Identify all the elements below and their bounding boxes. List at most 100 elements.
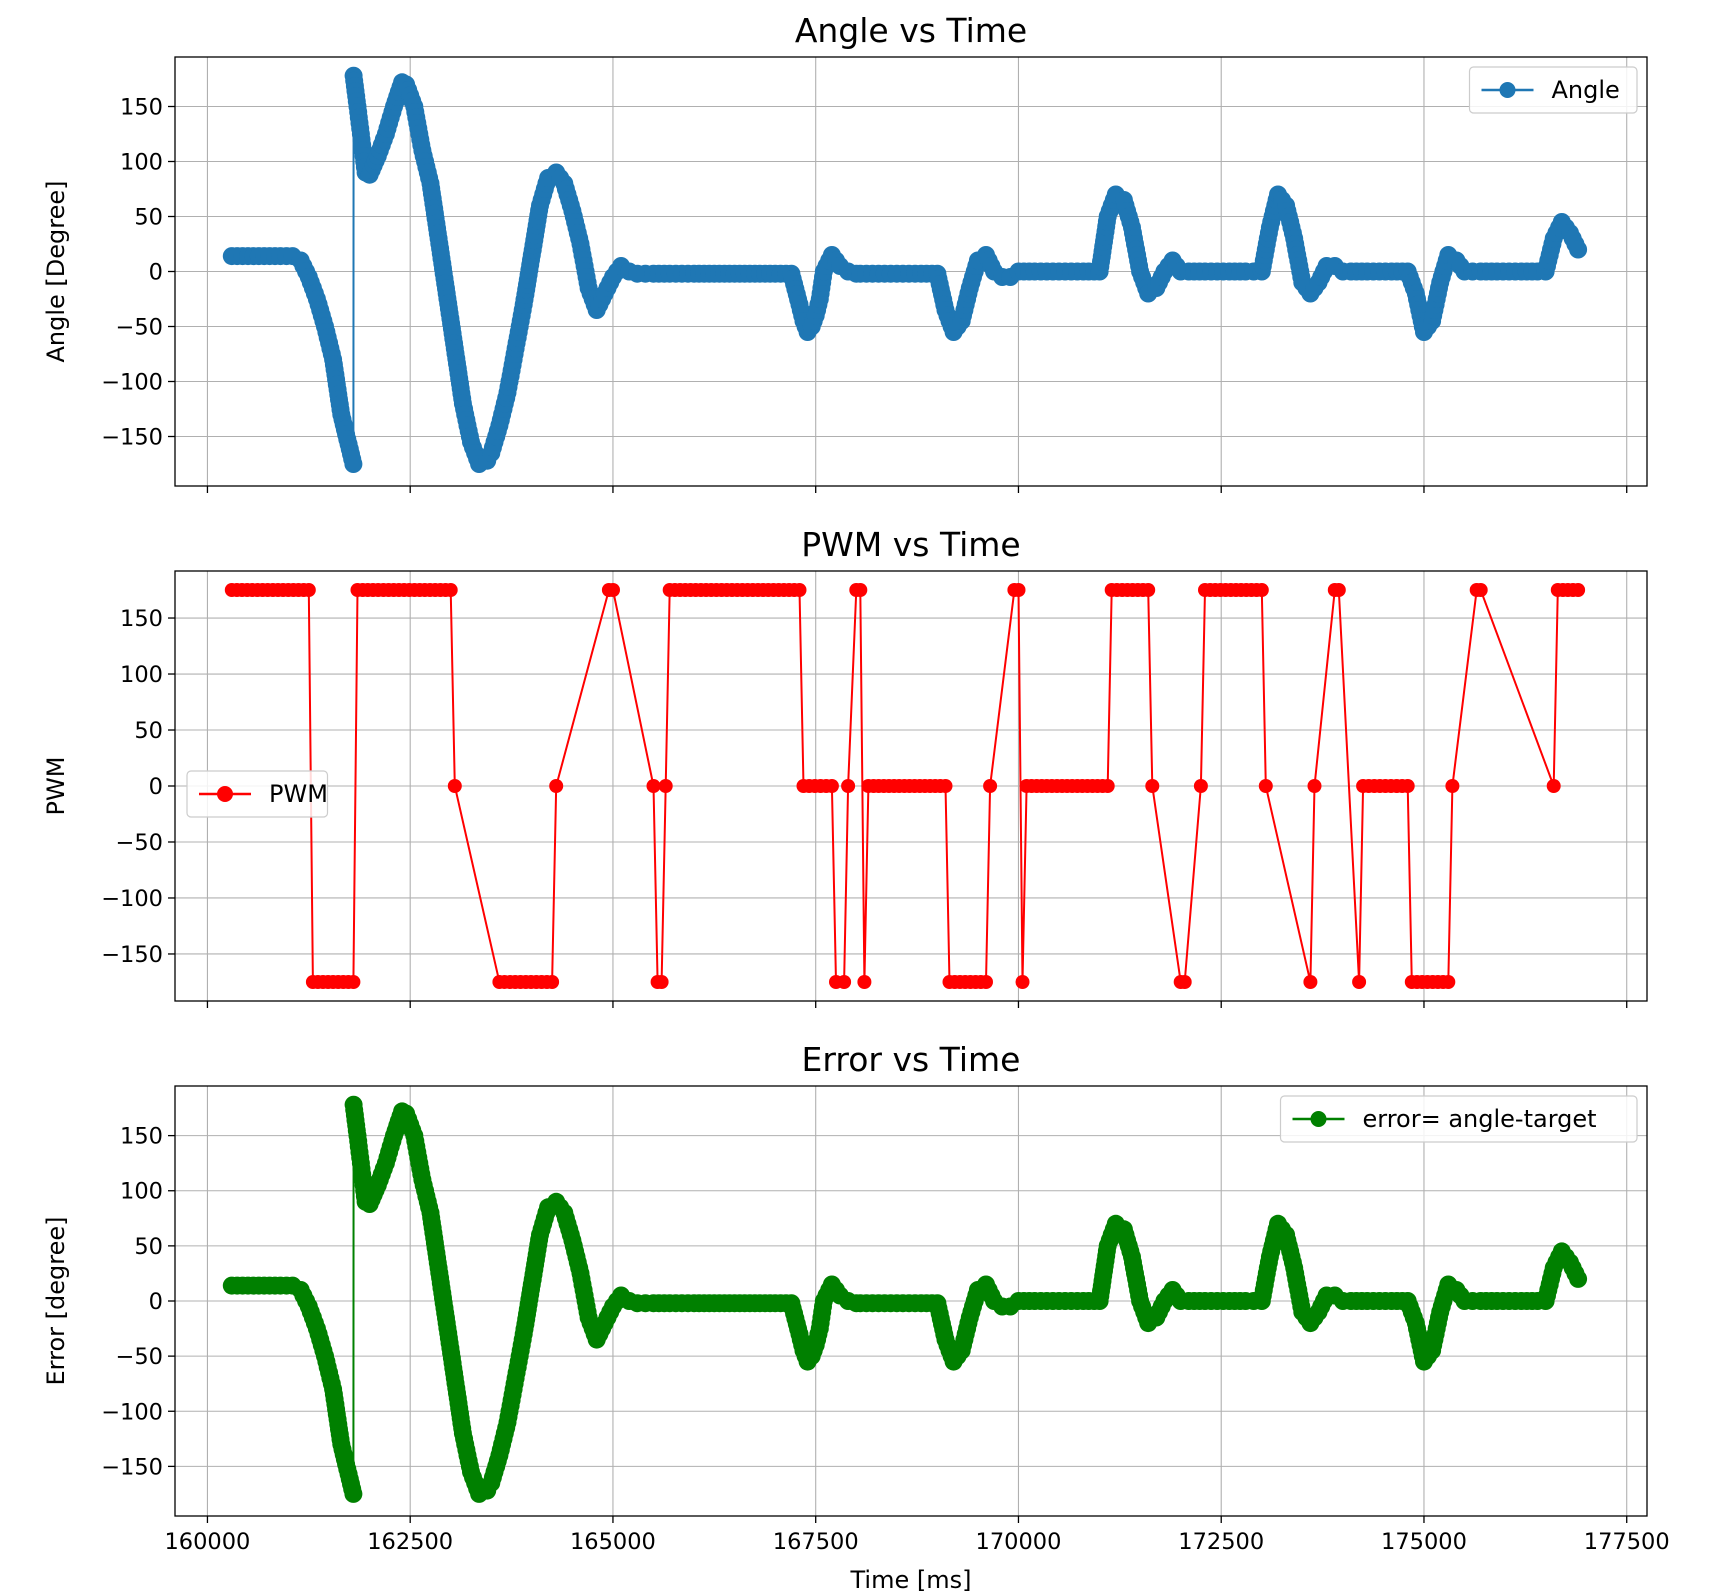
data-point	[646, 779, 661, 793]
data-point	[979, 975, 993, 989]
legend-box	[186, 770, 329, 818]
data-point	[837, 975, 852, 989]
x-ticks	[206, 1516, 1628, 1523]
legend-label: error= angle-target	[1363, 1105, 1597, 1133]
data-point	[1569, 1269, 1588, 1288]
x-tick-label: 175000	[1381, 1529, 1467, 1555]
x-ticks	[206, 1001, 1628, 1008]
legend: Angle	[1468, 66, 1638, 114]
data-point	[301, 583, 316, 597]
data-point	[1473, 583, 1488, 597]
data-point	[1141, 583, 1156, 597]
data-point	[443, 583, 458, 597]
y-tick-label: −50	[116, 830, 163, 856]
y-tick-label: 0	[149, 260, 163, 286]
subplot-1: −150 −100 −50 0 50 100 150 Angle vs Time Angle […	[42, 11, 1648, 493]
series-markers-0	[222, 1095, 1588, 1503]
data-point	[1445, 779, 1460, 793]
data-point	[1145, 779, 1160, 793]
series-group	[222, 66, 1588, 473]
data-point	[824, 779, 839, 793]
y-tick-label: 50	[134, 1234, 163, 1260]
data-point	[841, 779, 856, 793]
y-tick-label: 150	[120, 1124, 163, 1150]
grid-lines	[175, 57, 1647, 486]
series-group	[222, 1095, 1588, 1503]
data-point	[1177, 975, 1192, 989]
legend-marker	[1499, 82, 1516, 98]
data-point	[1569, 240, 1588, 259]
data-point	[1100, 779, 1115, 793]
data-point	[1193, 779, 1208, 793]
y-tick-label: 0	[149, 774, 163, 800]
y-tick-label: 150	[120, 95, 163, 121]
y-tick-label: 100	[120, 662, 163, 688]
subplot-title: PWM vs Time	[801, 525, 1020, 564]
x-tick-label: 172500	[1178, 1529, 1264, 1555]
data-point	[654, 975, 669, 989]
data-point	[344, 455, 363, 473]
data-point	[1015, 975, 1030, 989]
y-axis-label: Error [degree]	[42, 1217, 70, 1386]
y-tick-label: −100	[101, 370, 163, 396]
legend-marker	[217, 786, 233, 802]
series-markers-0	[224, 583, 1586, 989]
data-point	[1303, 975, 1318, 989]
x-tick-label: 167500	[773, 1529, 859, 1555]
legend-box	[1279, 1095, 1638, 1143]
y-axis-label: Angle [Degree]	[42, 180, 70, 362]
y-tick-label: 100	[120, 150, 163, 176]
legend-box	[1468, 66, 1638, 114]
data-point	[983, 779, 998, 793]
y-tick-label: 0	[149, 1289, 163, 1315]
y-tick-label: 100	[120, 1179, 163, 1205]
y-tick-label: −150	[101, 1454, 163, 1480]
subplots: −150 −100 −50 0 50 100 150 Angle vs Time Angle […	[42, 11, 1670, 1594]
y-ticks	[168, 617, 175, 955]
x-tick-label: 177500	[1584, 1529, 1670, 1555]
y-tick-label: 50	[134, 718, 163, 744]
series-group	[224, 583, 1586, 989]
y-tick-label: −150	[101, 942, 163, 968]
series-markers-0	[222, 66, 1588, 473]
data-point	[1400, 779, 1415, 793]
data-point	[658, 779, 673, 793]
data-point	[1254, 583, 1269, 597]
data-point	[1258, 779, 1273, 793]
legend-label: Angle	[1552, 76, 1620, 104]
legend-marker	[1310, 1111, 1327, 1127]
y-tick-label: −100	[101, 1399, 163, 1425]
data-point	[549, 779, 564, 793]
data-point	[1441, 975, 1456, 989]
data-point	[1307, 779, 1322, 793]
data-point	[1352, 975, 1367, 989]
legend-label: PWM	[269, 780, 328, 808]
y-tick-label: −150	[101, 425, 163, 451]
data-point	[1331, 583, 1346, 597]
y-tick-label: −50	[116, 315, 163, 341]
data-point	[346, 975, 361, 989]
legend: error= angle-target	[1279, 1095, 1638, 1143]
x-tick-label: 170000	[976, 1529, 1062, 1555]
x-axis-label: Time [ms]	[850, 1566, 972, 1594]
data-point	[1011, 583, 1026, 597]
subplot-title: Error vs Time	[802, 1040, 1021, 1079]
data-point	[447, 779, 462, 793]
y-tick-label: 50	[134, 205, 163, 231]
x-tick-label: 160000	[164, 1529, 250, 1555]
data-point	[606, 583, 620, 597]
y-ticks	[168, 1134, 175, 1468]
data-point	[853, 583, 868, 597]
y-tick-label: −100	[101, 886, 163, 912]
subplot-2: −150 −100 −50 0 50 100 150 PWM vs Time PWM PWM	[42, 525, 1648, 1008]
subplot-title: Angle vs Time	[795, 11, 1027, 50]
data-point	[545, 975, 560, 989]
data-point	[1546, 779, 1561, 793]
legend: PWM	[186, 770, 329, 818]
y-tick-label: −50	[116, 1344, 163, 1370]
x-ticks	[206, 486, 1628, 493]
y-axis-label: PWM	[42, 757, 70, 816]
data-point	[344, 1484, 363, 1503]
data-point	[792, 583, 807, 597]
